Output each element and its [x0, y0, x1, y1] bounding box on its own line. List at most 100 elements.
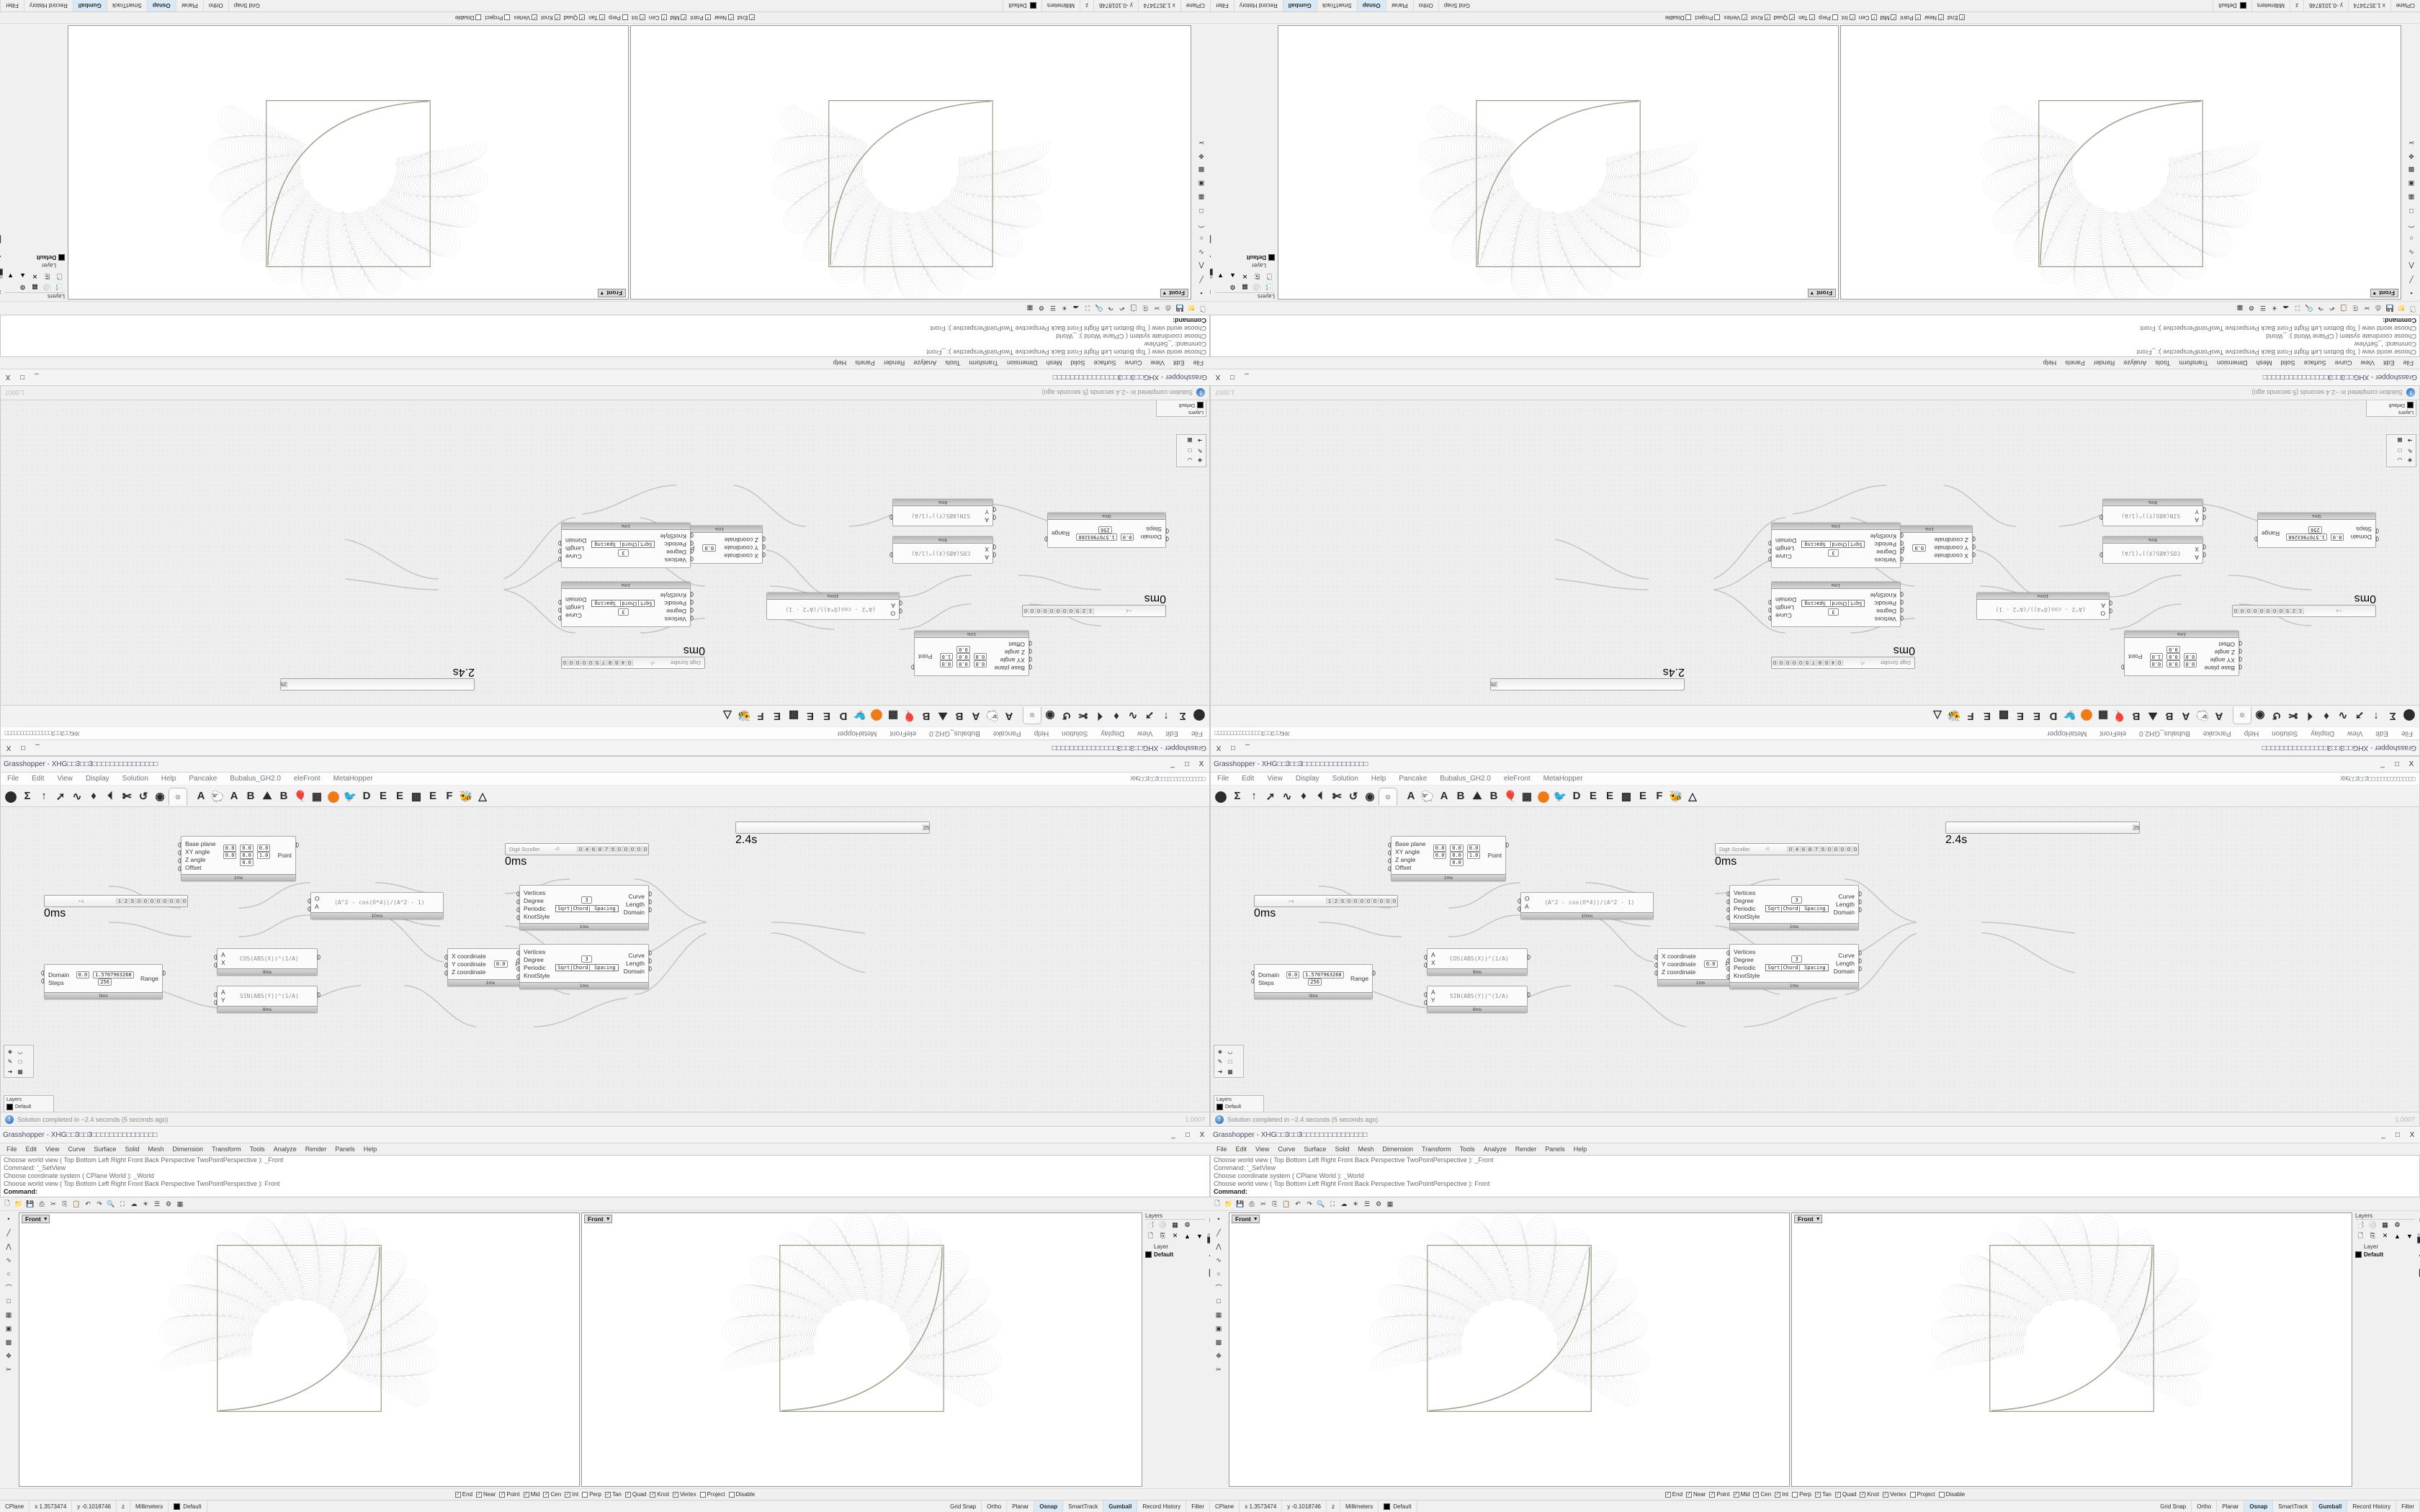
- menu-bubalus[interactable]: Bubalus_GH2.0: [230, 775, 281, 783]
- tower-icon[interactable]: △: [723, 709, 732, 722]
- output-nub[interactable]: [1768, 616, 1771, 621]
- rhino-menu-surface[interactable]: Surface: [1304, 1146, 1327, 1153]
- named-view-icon[interactable]: ▢: [2418, 1265, 2420, 1279]
- color-wheel-icon[interactable]: ◈: [2407, 457, 2413, 464]
- component-expression[interactable]: SIN(ABS(Y))^(1/A): [1449, 993, 1509, 999]
- input-param[interactable]: Vertices: [664, 557, 686, 564]
- save-icon[interactable]: 💾: [1175, 305, 1184, 312]
- gh-component-big-series-panel[interactable]: 256.02.4s: [735, 822, 930, 846]
- input-param[interactable]: O: [2100, 610, 2105, 617]
- orange-ellipse-icon[interactable]: ⬤: [327, 790, 340, 803]
- B-plugin-icon[interactable]: B: [1456, 790, 1465, 802]
- pen-icon[interactable]: ✎: [7, 1058, 13, 1065]
- input-nub[interactable]: [1424, 1000, 1427, 1005]
- gh-component-nurbs-curve-1[interactable]: Vertices Degree Periodic KnotStyle 3 Sqrt|Cho…: [558, 582, 694, 627]
- input-param[interactable]: Y coordinate: [1934, 544, 1968, 552]
- gear-icon[interactable]: ⚙: [1229, 284, 1236, 291]
- viewport-label[interactable]: Front ▼: [1160, 289, 1188, 297]
- input-nub[interactable]: [1518, 899, 1520, 904]
- status-toggle-grid-snap[interactable]: Grid Snap: [1438, 0, 1475, 12]
- checkbox[interactable]: [1832, 14, 1838, 21]
- layer-row-default[interactable]: Default: [1145, 1251, 1205, 1258]
- print-icon[interactable]: ⎙: [39, 1200, 45, 1207]
- rhino-toolbar[interactable]: 🗋 📁 💾 ⎙ ✂ ⎘ 📋 ↶ ↷ 🔍 ⛶ ☁ ☀ ☰: [0, 1197, 1210, 1211]
- rhino-menu-edit[interactable]: Edit: [2383, 359, 2395, 366]
- named-view-icon[interactable]: ▢: [1210, 233, 1212, 247]
- move-down-icon[interactable]: ▼: [7, 272, 14, 280]
- number-field[interactable]: 0.0: [1450, 852, 1464, 859]
- line-tool-icon[interactable]: ╱: [2409, 276, 2414, 284]
- rhino-menu-panels[interactable]: Panels: [2065, 359, 2085, 366]
- chevron-down-icon[interactable]: ▼: [1162, 290, 1168, 296]
- status-toggle-osnap[interactable]: Osnap: [2244, 1500, 2274, 1512]
- osnap-int[interactable]: ✓ Int: [1775, 1491, 1788, 1498]
- surface-tool-icon[interactable]: ▦: [1198, 194, 1205, 202]
- osnap-project[interactable]: Project: [1909, 1491, 1935, 1498]
- rhino-menu-dimension[interactable]: Dimension: [172, 1146, 203, 1153]
- rhino-menu-surface[interactable]: Surface: [94, 1146, 117, 1153]
- input-param[interactable]: Periodic: [524, 963, 546, 971]
- viewport-front-left[interactable]: Front ▼ z x: [19, 1212, 580, 1487]
- insect-icon[interactable]: 🐝: [1669, 790, 1683, 803]
- mountain-icon[interactable]: ⛰: [1472, 790, 1482, 802]
- input-param[interactable]: Periodic: [1874, 600, 1896, 608]
- number-field[interactable]: 0.0: [493, 960, 508, 968]
- input-param[interactable]: X: [985, 546, 989, 553]
- gh-component-big-series-panel[interactable]: 256.02.4s: [280, 666, 475, 690]
- input-param[interactable]: Z angle: [1395, 855, 1416, 863]
- number-field[interactable]: 0.0: [956, 660, 970, 667]
- rhino-osnap-bar[interactable]: ✓ End ✓ Near ✓ Point ✓ Mid ✓ Cen ✓ Int Perp ✓ Tan ✓ Quad…: [1210, 1488, 2420, 1500]
- curve-icon[interactable]: ∿: [2338, 709, 2348, 722]
- curve-icon[interactable]: ∿: [1128, 709, 1138, 722]
- rhino-menu-tools[interactable]: Tools: [2155, 359, 2171, 366]
- camera-icon[interactable]: 📷: [1210, 267, 1214, 282]
- input-param[interactable]: Z angle: [2214, 649, 2235, 657]
- osnap-disable[interactable]: Disable: [1938, 1491, 1965, 1498]
- viewport-label[interactable]: Front ▼: [22, 1215, 50, 1223]
- rhino-menu-transform[interactable]: Transform: [212, 1146, 241, 1153]
- layers-panel[interactable]: Layers 📑 ⚪ ▦ ⚙ 🗋 ⎘ ✕: [1214, 24, 1276, 301]
- checkbox[interactable]: ✓: [1709, 1491, 1716, 1498]
- osnap-mid[interactable]: ✓ Mid: [1733, 1491, 1749, 1498]
- polyline-tool-icon[interactable]: ⋀: [1216, 1242, 1222, 1250]
- menu-display[interactable]: Display: [1101, 729, 1125, 737]
- D-plugin-icon[interactable]: D: [839, 710, 848, 722]
- rhino-window-controls[interactable]: _ □ X: [3, 373, 42, 381]
- output-param[interactable]: Length: [1836, 960, 1855, 967]
- status-toggle-gumball[interactable]: Gumball: [1282, 0, 1317, 12]
- zoom-extents-icon[interactable]: ⛶: [1330, 1200, 1335, 1207]
- status-toggle-ortho[interactable]: Ortho: [2192, 1500, 2218, 1512]
- status-toggle-grid-snap[interactable]: Grid Snap: [2155, 1500, 2192, 1512]
- osnap-int[interactable]: ✓ Int: [632, 14, 645, 21]
- zoom-window-icon[interactable]: 🔍: [107, 1200, 115, 1207]
- rhino-toolbar[interactable]: 🗋 📁 💾 ⎙ ✂ ⎘ 📋 ↶ ↷ 🔍 ⛶ ☁ ☀ ☰: [0, 301, 1210, 315]
- osnap-point[interactable]: ✓ Point: [1709, 1491, 1730, 1498]
- new-file-icon[interactable]: 🗋: [2410, 305, 2416, 312]
- component-expression[interactable]: (A^2 - cos(O*4))/(A^2 - 1): [785, 606, 876, 613]
- gh-component-construct-plane[interactable]: Base plane XY angle Z angle Offset 0.0 0.0 0…: [178, 836, 299, 881]
- component-expression[interactable]: 0.0 0.0 0.0 0.0 0.0 1.0 0.0: [1430, 845, 1484, 866]
- rhino-menu-surface[interactable]: Surface: [2303, 359, 2326, 366]
- gh-component-digit-scroller[interactable]: Digit Scroller ›0 0 4 6 8 7 5 0 0 0 0 0 0ms: [505, 843, 649, 868]
- rhino-command-history[interactable]: Choose world view ( Top Bottom Left Righ…: [1210, 1155, 2420, 1197]
- rhino-menu-view[interactable]: View: [1150, 359, 1165, 366]
- D-plugin-icon[interactable]: D: [1572, 790, 1581, 802]
- transparency-icon[interactable]: ▦: [1242, 284, 1248, 291]
- checkbox[interactable]: [1909, 1491, 1916, 1498]
- status-layer[interactable]: Default: [1003, 0, 1041, 12]
- properties-icon[interactable]: ⚙: [1038, 305, 1045, 312]
- checkbox[interactable]: ✓: [554, 14, 560, 21]
- rect-tool-icon[interactable]: □: [6, 1297, 11, 1305]
- gh-component-expression-cos[interactable]: A X COS(ABS(X))^(1/A) 9ms: [2099, 536, 2206, 564]
- new-file-icon[interactable]: 🗋: [1200, 305, 1206, 312]
- component-expression[interactable]: 0.0 0.0 0.0 0.0 0.0 1.0 0.0: [2146, 646, 2200, 667]
- menu-bubalus[interactable]: Bubalus_GH2.0: [1440, 775, 1491, 783]
- input-param[interactable]: Steps: [48, 978, 64, 986]
- grasshopper-ribbon[interactable]: ⬤ Σ ↑ ➚ ∿ ♦ ⏴ ✄ ↺ ◉ ◎ A 🐑 A B ⛰: [1211, 705, 2419, 726]
- checkbox[interactable]: ✓: [681, 14, 687, 21]
- menu-edit[interactable]: Edit: [1242, 775, 1255, 783]
- maximize-icon[interactable]: □: [1185, 1131, 1191, 1139]
- component-expression[interactable]: COS(ABS(X))^(1/A): [2121, 550, 2181, 557]
